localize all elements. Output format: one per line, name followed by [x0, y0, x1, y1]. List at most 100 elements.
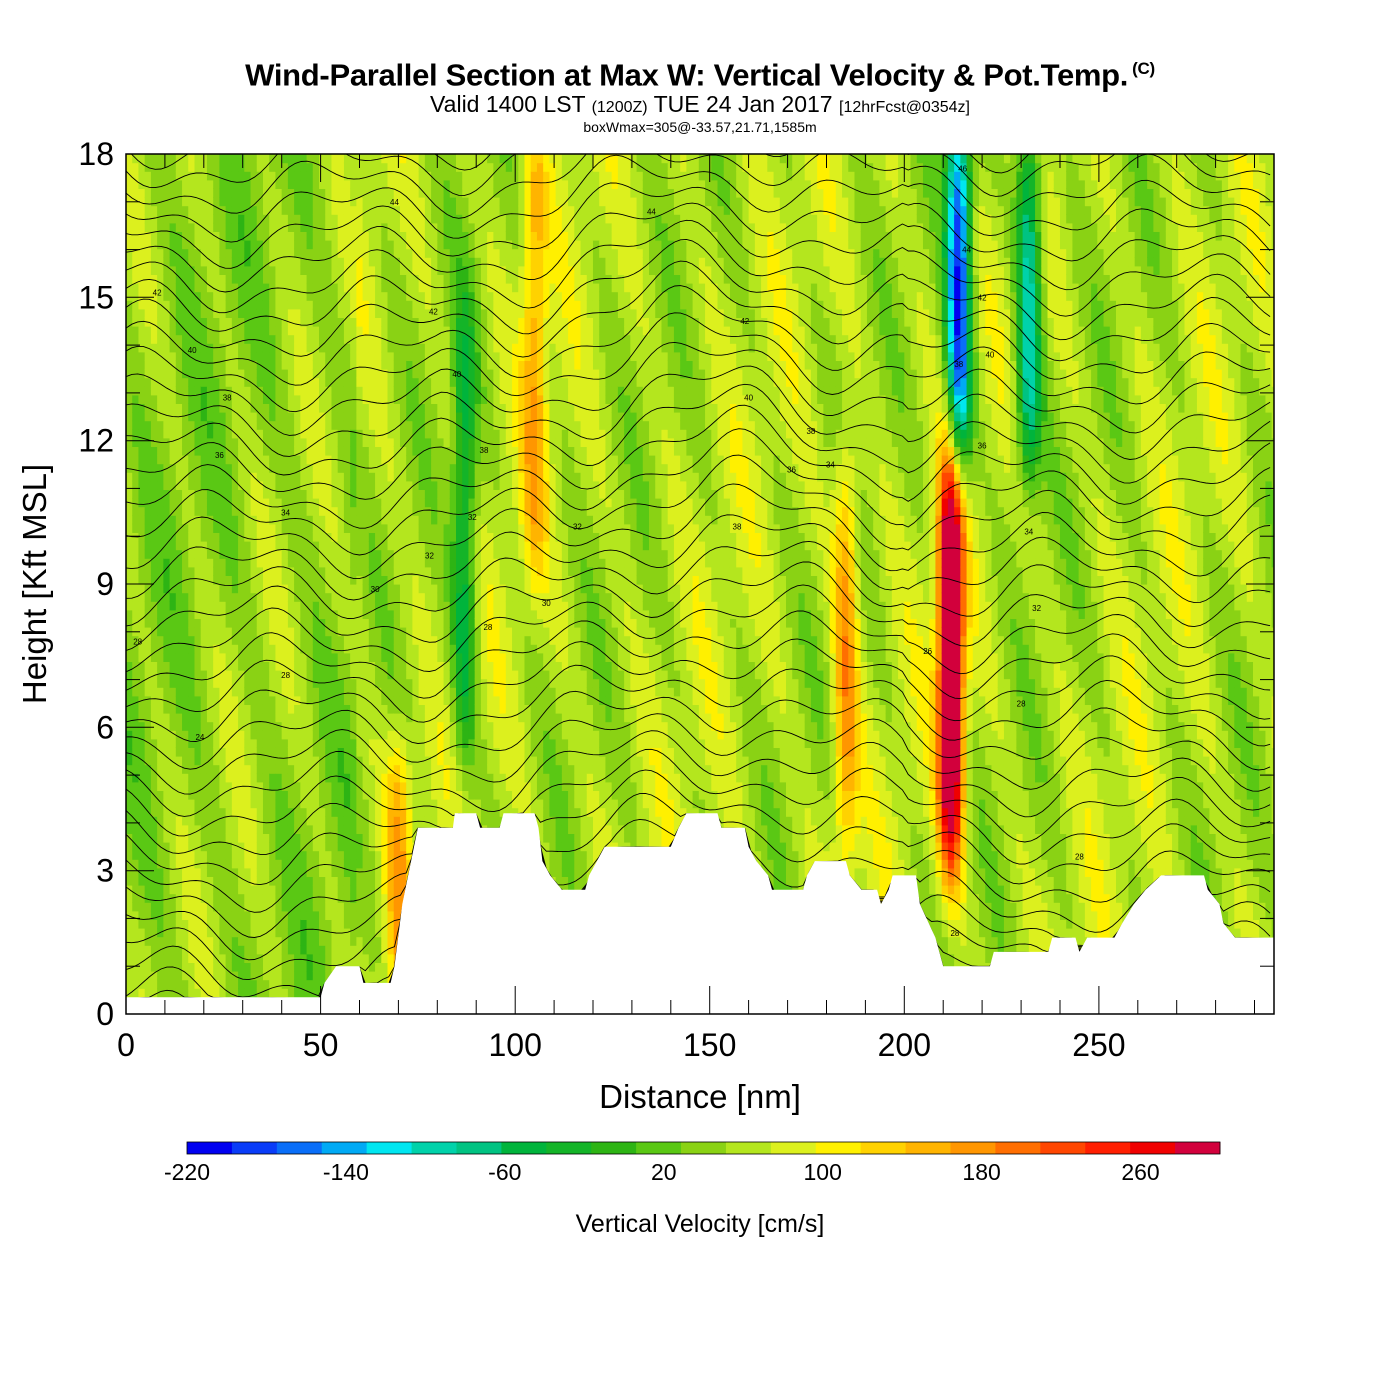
- velocity-cell: [138, 515, 145, 524]
- velocity-cell: [232, 661, 239, 670]
- velocity-cell: [257, 455, 264, 464]
- velocity-cell: [263, 816, 270, 825]
- velocity-cell: [170, 145, 177, 154]
- velocity-cell: [157, 180, 164, 189]
- velocity-cell: [263, 756, 270, 765]
- velocity-cell: [232, 816, 239, 825]
- velocity-cell: [219, 782, 226, 791]
- velocity-cell: [188, 627, 195, 636]
- velocity-cell: [219, 876, 226, 885]
- velocity-cell: [244, 163, 251, 172]
- velocity-cell: [257, 765, 264, 774]
- velocity-cell: [275, 859, 282, 868]
- velocity-cell: [201, 980, 208, 989]
- velocity-cell: [269, 730, 276, 739]
- velocity-cell: [244, 687, 251, 696]
- velocity-cell: [207, 885, 214, 894]
- velocity-cell: [194, 833, 201, 842]
- velocity-cell: [307, 911, 314, 920]
- velocity-cell: [294, 722, 301, 731]
- velocity-cell: [232, 825, 239, 834]
- velocity-cell: [269, 988, 276, 997]
- velocity-cell: [257, 446, 264, 455]
- velocity-cell: [244, 223, 251, 232]
- velocity-cell: [170, 223, 177, 232]
- velocity-cell: [269, 799, 276, 808]
- velocity-cell: [182, 825, 189, 834]
- velocity-cell: [275, 928, 282, 937]
- velocity-cell: [251, 464, 258, 473]
- velocity-cell: [288, 937, 295, 946]
- velocity-cell: [213, 876, 220, 885]
- velocity-cell: [201, 472, 208, 481]
- velocity-cell: [138, 266, 145, 275]
- velocity-cell: [226, 412, 233, 421]
- velocity-cell: [288, 722, 295, 731]
- velocity-cell: [151, 919, 158, 928]
- velocity-cell: [263, 180, 270, 189]
- velocity-cell: [275, 240, 282, 249]
- velocity-cell: [263, 360, 270, 369]
- velocity-cell: [251, 730, 258, 739]
- velocity-cell: [201, 257, 208, 266]
- velocity-cell: [145, 704, 152, 713]
- velocity-cell: [145, 360, 152, 369]
- velocity-cell: [269, 498, 276, 507]
- velocity-cell: [157, 584, 164, 593]
- velocity-cell: [257, 670, 264, 679]
- velocity-cell: [238, 687, 245, 696]
- velocity-cell: [126, 206, 133, 215]
- velocity-cell: [207, 601, 214, 610]
- velocity-cell: [232, 876, 239, 885]
- velocity-cell: [138, 610, 145, 619]
- velocity-cell: [275, 223, 282, 232]
- velocity-cell: [194, 696, 201, 705]
- velocity-cell: [300, 730, 307, 739]
- velocity-cell: [176, 360, 183, 369]
- velocity-cell: [151, 145, 158, 154]
- velocity-cell: [219, 679, 226, 688]
- velocity-cell: [188, 197, 195, 206]
- velocity-cell: [294, 636, 301, 645]
- velocity-cell: [188, 618, 195, 627]
- velocity-cell: [263, 188, 270, 197]
- velocity-cell: [170, 188, 177, 197]
- velocity-cell: [126, 756, 133, 765]
- velocity-cell: [244, 610, 251, 619]
- velocity-cell: [263, 928, 270, 937]
- velocity-cell: [238, 266, 245, 275]
- velocity-cell: [126, 653, 133, 662]
- velocity-cell: [275, 292, 282, 301]
- velocity-cell: [163, 919, 170, 928]
- velocity-cell: [244, 713, 251, 722]
- velocity-cell: [151, 894, 158, 903]
- velocity-cell: [207, 163, 214, 172]
- velocity-cell: [257, 937, 264, 946]
- velocity-cell: [238, 730, 245, 739]
- velocity-cell: [170, 799, 177, 808]
- velocity-cell: [257, 352, 264, 361]
- velocity-cell: [282, 326, 289, 335]
- velocity-cell: [219, 214, 226, 223]
- velocity-cell: [263, 661, 270, 670]
- velocity-cell: [176, 825, 183, 834]
- velocity-cell: [294, 816, 301, 825]
- velocity-cell: [145, 335, 152, 344]
- velocity-cell: [257, 369, 264, 378]
- velocity-cell: [194, 610, 201, 619]
- velocity-cell: [126, 980, 133, 989]
- velocity-cell: [288, 343, 295, 352]
- velocity-cell: [194, 722, 201, 731]
- velocity-cell: [232, 859, 239, 868]
- velocity-cell: [170, 971, 177, 980]
- velocity-cell: [138, 790, 145, 799]
- velocity-cell: [163, 507, 170, 516]
- velocity-cell: [157, 739, 164, 748]
- velocity-cell: [257, 274, 264, 283]
- velocity-cell: [300, 386, 307, 395]
- velocity-cell: [232, 378, 239, 387]
- velocity-cell: [188, 816, 195, 825]
- velocity-cell: [288, 180, 295, 189]
- velocity-cell: [238, 894, 245, 903]
- velocity-cell: [244, 601, 251, 610]
